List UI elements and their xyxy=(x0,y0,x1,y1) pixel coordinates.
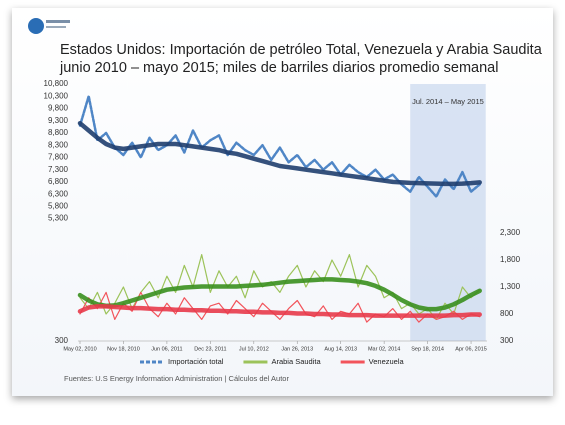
y-tick-label: 6,300 xyxy=(48,189,69,198)
y-tick-label: 10,300 xyxy=(44,91,69,100)
legend-label: Arabia Saudita xyxy=(271,357,321,366)
y2-tick-label: 1,300 xyxy=(500,282,521,291)
x-tick-label: Mar 02, 2014 xyxy=(368,346,400,352)
chart-title: Estados Unidos: Importación de petróleo … xyxy=(60,42,543,58)
x-tick-label: Aug 14, 2013 xyxy=(324,346,357,352)
chart-subtitle: junio 2010 – mayo 2015; miles de barrile… xyxy=(59,60,498,76)
x-tick-label: Dec 23, 2011 xyxy=(194,346,226,352)
x-tick-label: Jun 06, 2011 xyxy=(151,346,182,352)
y2-tick-label: 2,300 xyxy=(500,228,521,237)
logo xyxy=(28,18,44,34)
y-tick-label: 8,300 xyxy=(48,140,69,149)
y-tick-label: 7,300 xyxy=(48,165,69,174)
y2-tick-label: 300 xyxy=(500,336,514,345)
x-tick-label: Jul 10, 2012 xyxy=(239,346,269,352)
y-tick-label: 9,300 xyxy=(48,116,69,125)
y-tick-label: 9,800 xyxy=(48,104,69,113)
y2-tick-label: 1,800 xyxy=(500,255,521,264)
y-tick-label: 5,800 xyxy=(48,201,69,210)
x-tick-label: Apr 06, 2015 xyxy=(455,346,487,352)
trend-line xyxy=(77,304,482,318)
source: Fuentes: U.S Energy Information Administ… xyxy=(64,374,289,383)
x-tick-label: Jan 26, 2013 xyxy=(281,346,313,352)
logo-text xyxy=(46,20,70,23)
x-tick-label: Nov 18, 2010 xyxy=(107,346,140,352)
y-tick-label: 5,300 xyxy=(48,214,69,223)
legend-label: Venezuela xyxy=(369,357,405,366)
y-tick-label: 8,800 xyxy=(48,128,69,137)
y-tick-label: 6,800 xyxy=(48,177,69,186)
x-tick-label: May 02, 2010 xyxy=(63,346,96,352)
highlight-region xyxy=(410,84,486,341)
legend-label: Importación total xyxy=(168,357,224,366)
y-tick-label: 300 xyxy=(55,336,69,345)
logo-text xyxy=(46,26,66,28)
trend-line xyxy=(77,277,482,312)
y-tick-label: 10,800 xyxy=(44,79,69,88)
y-tick-label: 7,800 xyxy=(48,153,69,162)
x-tick-label: Sep 18, 2014 xyxy=(411,346,444,352)
trend-line xyxy=(77,120,482,187)
highlight-label: Jul. 2014 – May 2015 xyxy=(412,97,484,106)
y2-tick-label: 800 xyxy=(500,309,514,318)
